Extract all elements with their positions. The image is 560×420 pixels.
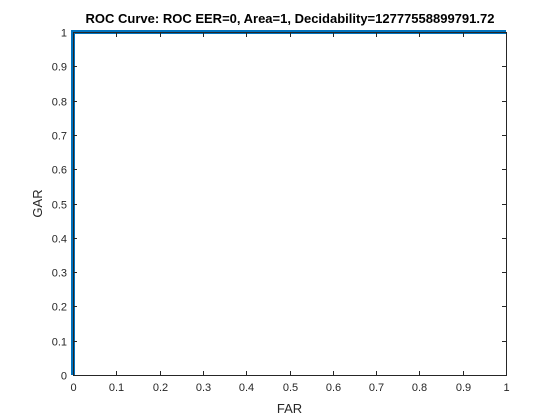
y-tick-label: 1 xyxy=(61,28,67,40)
x-tick-label: 0.3 xyxy=(196,382,211,394)
x-tick-label: 0.7 xyxy=(369,382,384,394)
x-tick-label: 0.6 xyxy=(326,382,341,394)
chart-title: ROC Curve: ROC EER=0, Area=1, Decidabili… xyxy=(86,11,495,26)
x-tick-label: 0.8 xyxy=(412,382,427,394)
y-tick-label: 0.4 xyxy=(52,234,67,246)
x-tick-label: 0.1 xyxy=(109,382,124,394)
y-tick-label: 0.9 xyxy=(52,62,67,74)
x-tick-label: 0.2 xyxy=(153,382,168,394)
y-tick-label: 0.8 xyxy=(52,97,67,109)
ticks-layer: 0 0.1 0.2 0.3 0.4 0.5 0.6 0.7 0.8 0.9 1 0 0.1 0.2 0.3 0… xyxy=(52,28,510,395)
x-tick-label: 0.5 xyxy=(283,382,298,394)
y-tick-label: 0.5 xyxy=(52,200,67,212)
y-tick-label: 0.3 xyxy=(52,268,67,280)
x-tick-label: 1 xyxy=(503,382,509,394)
x-axis-label: FAR xyxy=(277,401,302,416)
y-tick-label: 0.1 xyxy=(52,337,67,349)
y-axis-label: GAR xyxy=(30,189,45,217)
y-tick-label: 0.2 xyxy=(52,302,67,314)
plot-area xyxy=(73,32,506,375)
x-tick-label: 0.9 xyxy=(456,382,471,394)
y-tick-label: 0.6 xyxy=(52,165,67,177)
x-tick-label: 0.4 xyxy=(239,382,254,394)
x-tick-label: 0 xyxy=(70,382,76,394)
y-tick-label: 0.7 xyxy=(52,131,67,143)
y-tick-label: 0 xyxy=(61,371,67,383)
